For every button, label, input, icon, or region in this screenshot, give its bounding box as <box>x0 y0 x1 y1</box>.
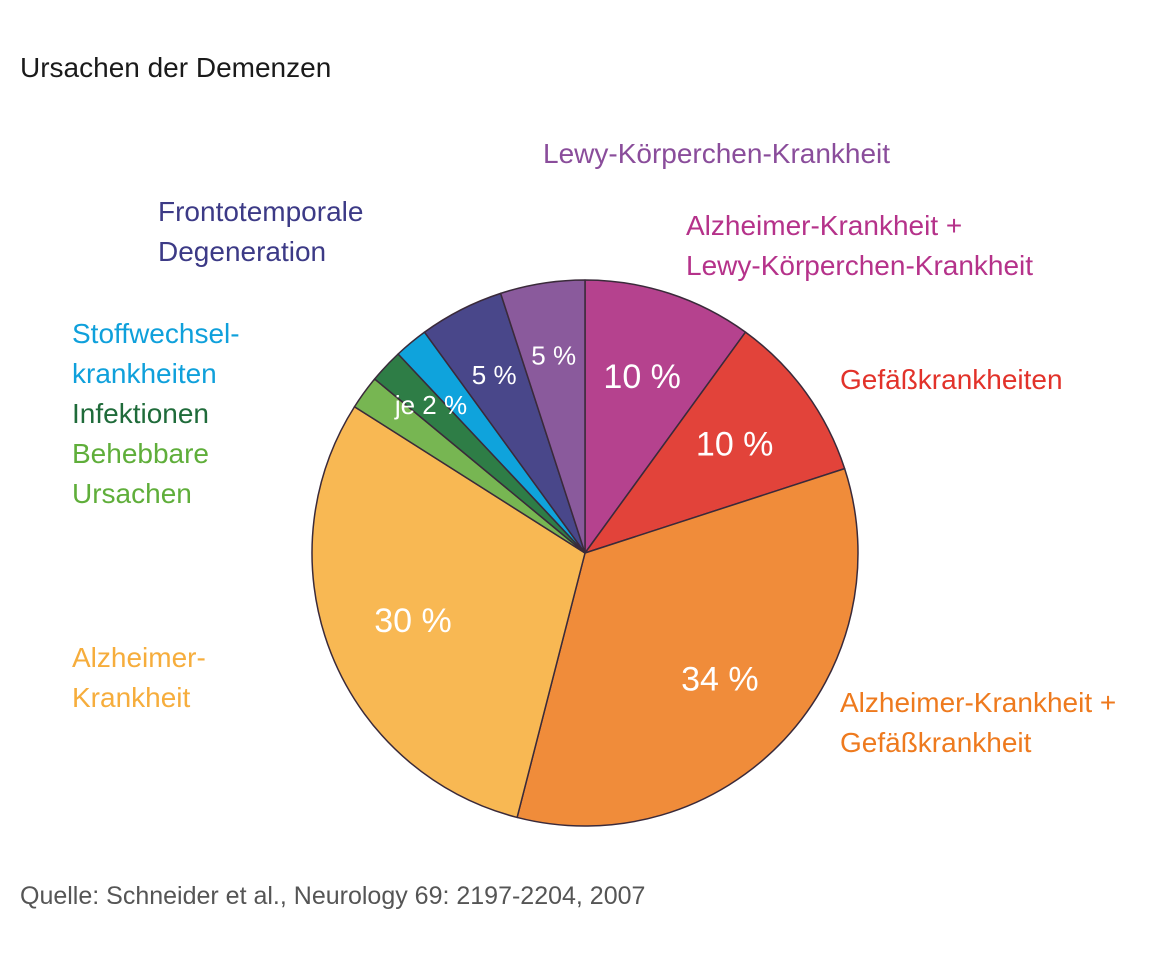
legend-alz-lewy-line-1: Alzheimer-Krankheit + <box>686 210 963 241</box>
legend-lewy-line-1: Lewy-Körperchen-Krankheit <box>543 138 891 169</box>
group-label: je 2 % <box>394 390 467 420</box>
slice-alzheimer <box>311 405 586 819</box>
legend-alzheimer: Alzheimer- Krankheit <box>72 638 206 718</box>
slice-label-lewy: 5 % <box>531 340 576 370</box>
slice-lewy <box>499 279 586 554</box>
legend-stoffwechsel-line-2: krankheiten <box>72 358 217 389</box>
slice-label-alzheimer: 30 % <box>374 602 452 640</box>
legend-frontotemporal-line-2: Degeneration <box>158 236 327 267</box>
legend-frontotemporal: Frontotemporale Degeneration <box>158 192 363 272</box>
legend-alzheimer-line-2: Krankheit <box>72 682 191 713</box>
legend-gefaess-line-1: Gefäßkrankheiten <box>840 364 1063 395</box>
slice-alz-lewy <box>584 279 747 554</box>
legend-gefaess: Gefäßkrankheiten <box>840 360 1063 400</box>
legend-frontotemporal-line-1: Frontotemporale <box>158 196 364 227</box>
legend-behebbar-line-2: Ursachen <box>72 478 192 509</box>
legend-infektionen-line-1: Infektionen <box>72 398 209 429</box>
legend-alz-lewy: Alzheimer-Krankheit + Lewy-Körperchen-Kr… <box>686 206 1033 286</box>
chart-title: Ursachen der Demenzen <box>20 52 332 83</box>
legend-alz-gefaess-line-1: Alzheimer-Krankheit + <box>840 687 1117 718</box>
slice-label-frontotemporal: 5 % <box>472 360 517 390</box>
slice-alz-gefaess <box>516 467 859 827</box>
legend-stoffwechsel-line-1: Stoffwechsel- <box>72 318 240 349</box>
legend-lewy: Lewy-Körperchen-Krankheit <box>543 134 890 174</box>
slice-label-gefaess: 10 % <box>696 425 774 463</box>
slice-gefaess <box>584 331 846 554</box>
legend-infektionen: Infektionen <box>72 394 209 434</box>
slice-label-alz-lewy: 10 % <box>603 358 681 396</box>
slice-label-alz-gefaess: 34 % <box>681 661 759 699</box>
legend-alz-gefaess: Alzheimer-Krankheit + Gefäßkrankheit <box>840 683 1116 763</box>
legend-alzheimer-line-1: Alzheimer- <box>72 642 206 673</box>
legend-stoffwechsel: Stoffwechsel- krankheiten <box>72 314 240 394</box>
legend-alz-lewy-line-2: Lewy-Körperchen-Krankheit <box>686 250 1034 281</box>
legend-behebbar-line-1: Behebbare <box>72 438 210 469</box>
legend-alz-gefaess-line-2: Gefäßkrankheit <box>840 727 1032 758</box>
legend-behebbar: Behebbare Ursachen <box>72 434 209 514</box>
source-note: Quelle: Schneider et al., Neurology 69: … <box>20 882 646 910</box>
